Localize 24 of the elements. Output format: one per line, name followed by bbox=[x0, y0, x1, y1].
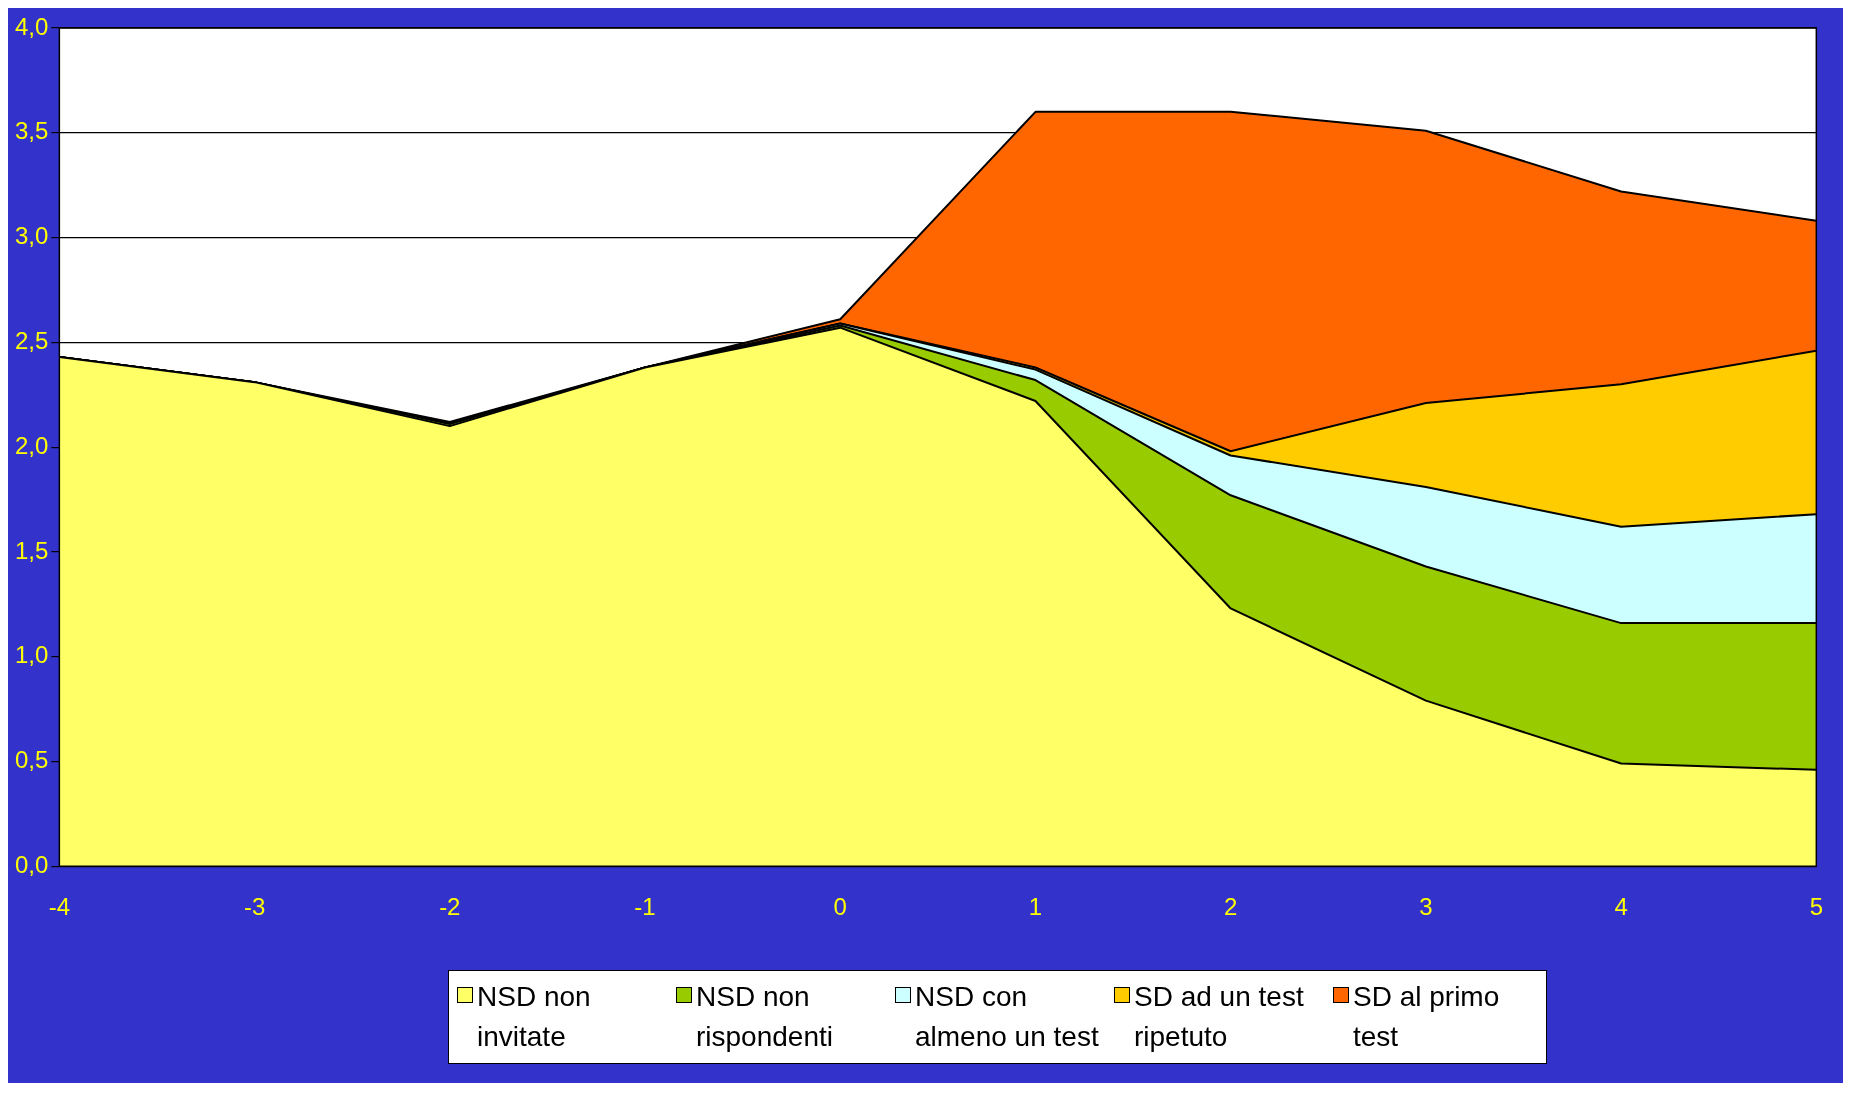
x-tick-label: 4 bbox=[1614, 893, 1628, 921]
y-tick-label: 1,5 bbox=[14, 536, 49, 564]
x-tick-label: -3 bbox=[243, 893, 266, 921]
x-tick-label: -2 bbox=[439, 893, 461, 921]
legend-label: NSD non rispondenti bbox=[696, 980, 834, 1054]
y-tick-label: 3,5 bbox=[14, 117, 49, 145]
y-tick-label: 2,0 bbox=[14, 431, 49, 459]
y-tick-label: 1,0 bbox=[14, 641, 49, 669]
y-tick-label: 3,0 bbox=[14, 222, 49, 250]
y-tick-label: 2,5 bbox=[14, 326, 49, 354]
legend-label: SD al primo test bbox=[1353, 980, 1501, 1054]
x-tick-label: -1 bbox=[634, 893, 656, 921]
x-tick-label: 1 bbox=[1028, 893, 1043, 921]
legend-label: NSD non invitate bbox=[477, 980, 592, 1054]
x-tick-label: 0 bbox=[833, 893, 847, 921]
x-tick-label: 5 bbox=[1809, 893, 1824, 921]
y-tick-label: 0,0 bbox=[14, 850, 49, 878]
x-tick-label: -4 bbox=[48, 893, 71, 921]
y-tick-label: 4,0 bbox=[14, 12, 49, 40]
legend-label: NSD con almeno un test bbox=[915, 980, 1100, 1054]
x-tick-label: 3 bbox=[1419, 893, 1433, 921]
y-tick-label: 0,5 bbox=[14, 746, 49, 774]
x-tick-label: 2 bbox=[1223, 893, 1238, 921]
legend-label: SD ad un test ripetuto bbox=[1134, 980, 1305, 1054]
